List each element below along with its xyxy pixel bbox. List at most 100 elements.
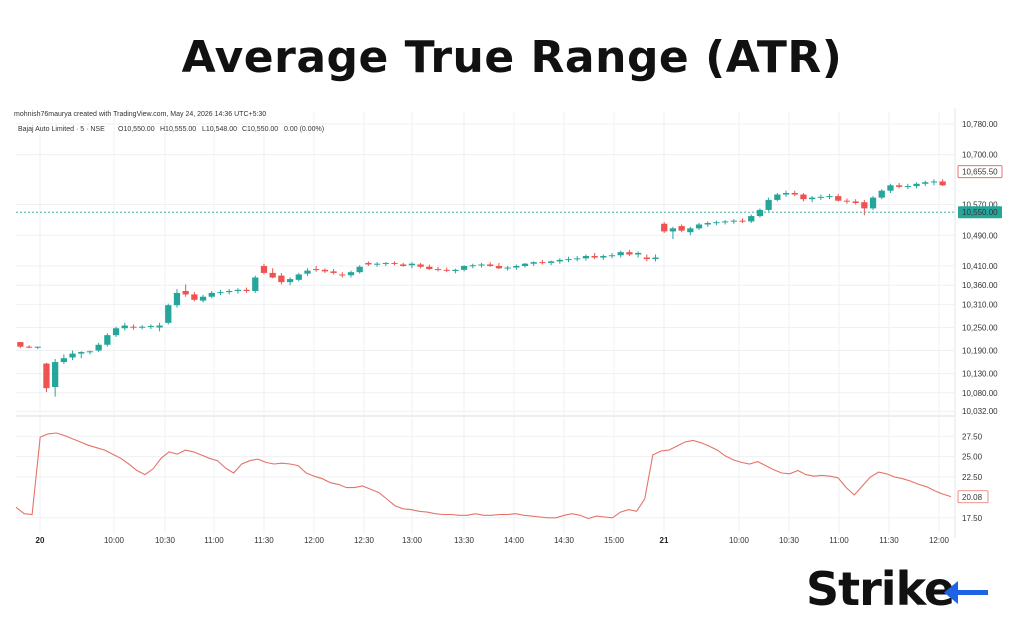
candle xyxy=(356,265,363,274)
time-tick-label: 10:30 xyxy=(779,536,800,545)
time-tick-label: 11:00 xyxy=(204,536,224,545)
candle xyxy=(547,260,555,266)
candle-body xyxy=(130,326,137,328)
candle xyxy=(208,290,215,299)
candle xyxy=(896,183,903,189)
time-tick-label: 20 xyxy=(36,536,45,545)
candle-body xyxy=(34,346,41,348)
price-tick-label: 10,130.00 xyxy=(962,370,998,379)
candle xyxy=(687,226,694,236)
candle-body xyxy=(739,220,746,222)
candle-body xyxy=(434,269,442,271)
price-tick-label: 10,570.00 xyxy=(962,201,998,210)
candle xyxy=(34,346,41,349)
candle-body xyxy=(713,222,720,224)
candle-body xyxy=(600,256,607,258)
candle xyxy=(69,350,76,361)
candle xyxy=(269,268,276,279)
candle xyxy=(321,268,329,273)
candle-body xyxy=(748,216,755,222)
candle xyxy=(95,342,102,353)
candle xyxy=(521,262,529,268)
candle-body xyxy=(112,328,120,336)
candle xyxy=(600,254,607,260)
symbol-label: Bajaj Auto Limited · 5 · NSE xyxy=(18,126,105,133)
candle xyxy=(191,292,198,302)
candle-body xyxy=(826,196,833,198)
candle-body xyxy=(817,196,824,198)
candle xyxy=(252,275,259,293)
candle xyxy=(165,303,172,325)
price-tick-label: 10,250.00 xyxy=(962,323,998,332)
candle-body xyxy=(286,279,294,283)
atr-series xyxy=(15,432,952,520)
candle xyxy=(25,345,33,349)
candle xyxy=(565,256,572,263)
candle xyxy=(530,261,537,266)
candle-body xyxy=(78,352,85,354)
candle-body xyxy=(17,342,24,347)
candle xyxy=(199,294,207,303)
candle xyxy=(843,198,851,204)
candle-body xyxy=(556,259,563,262)
time-tick-label: 14:00 xyxy=(504,536,525,545)
candle-body xyxy=(86,351,94,353)
candle-body xyxy=(252,277,259,291)
candle xyxy=(869,196,877,210)
candle-body xyxy=(791,193,798,195)
candle-body xyxy=(896,185,903,187)
candle xyxy=(835,193,842,202)
candle-body xyxy=(478,264,485,266)
candle-body xyxy=(504,267,511,269)
time-tick-label: 10:00 xyxy=(729,536,750,545)
candle-body xyxy=(809,197,816,200)
candle-body xyxy=(43,363,50,389)
candle-body xyxy=(139,326,146,328)
candle xyxy=(669,226,677,240)
time-tick-label: 12:00 xyxy=(929,536,950,545)
candle-body xyxy=(321,269,329,272)
candle-body xyxy=(852,201,859,203)
candle-body xyxy=(382,262,389,264)
price-tick-label: 10,410.00 xyxy=(962,262,998,271)
candle xyxy=(121,322,128,331)
candle-body xyxy=(400,264,407,266)
atr-tick-label: 27.50 xyxy=(962,432,983,441)
candle xyxy=(539,259,546,265)
price-tick-label: 10,190.00 xyxy=(962,347,998,356)
change-value: 0.00 (0.00%) xyxy=(284,126,324,133)
candle-body xyxy=(904,186,911,188)
candle-body xyxy=(835,196,842,201)
candle-body xyxy=(878,190,885,198)
price-labels: 10,550.00 10,655.50 20.08 xyxy=(16,165,1003,504)
candle xyxy=(661,222,668,233)
candle-body xyxy=(574,258,581,260)
price-axis: 10,780.00 10,700.00 10,570.00 10,490.00 10,4… xyxy=(962,120,998,416)
candle xyxy=(260,263,268,275)
candle xyxy=(434,266,442,272)
price-tick-label: 10,310.00 xyxy=(962,300,998,309)
candle-body xyxy=(591,256,598,258)
price-tick-label: 10,490.00 xyxy=(962,231,998,240)
candle xyxy=(809,196,816,203)
time-tick-label: 14:30 xyxy=(554,536,575,545)
candle-body xyxy=(234,289,242,291)
candle-body xyxy=(165,305,172,323)
candle xyxy=(112,326,120,338)
price-tick-label: 10,700.00 xyxy=(962,151,998,160)
candle-body xyxy=(347,272,355,276)
candle-body xyxy=(278,275,285,283)
strike-arrow-icon xyxy=(944,581,988,604)
candle xyxy=(43,362,50,393)
candle xyxy=(774,193,781,202)
candle-body xyxy=(182,290,189,295)
candle-body xyxy=(669,228,677,232)
candle xyxy=(104,333,111,347)
time-tick-label: 21 xyxy=(660,536,669,545)
candle xyxy=(478,262,485,268)
candle-body xyxy=(356,266,363,273)
candle-body xyxy=(339,274,346,276)
last-price-box xyxy=(958,206,1002,219)
high-value: H10,555.00 xyxy=(160,126,196,133)
candle-body xyxy=(800,194,807,200)
